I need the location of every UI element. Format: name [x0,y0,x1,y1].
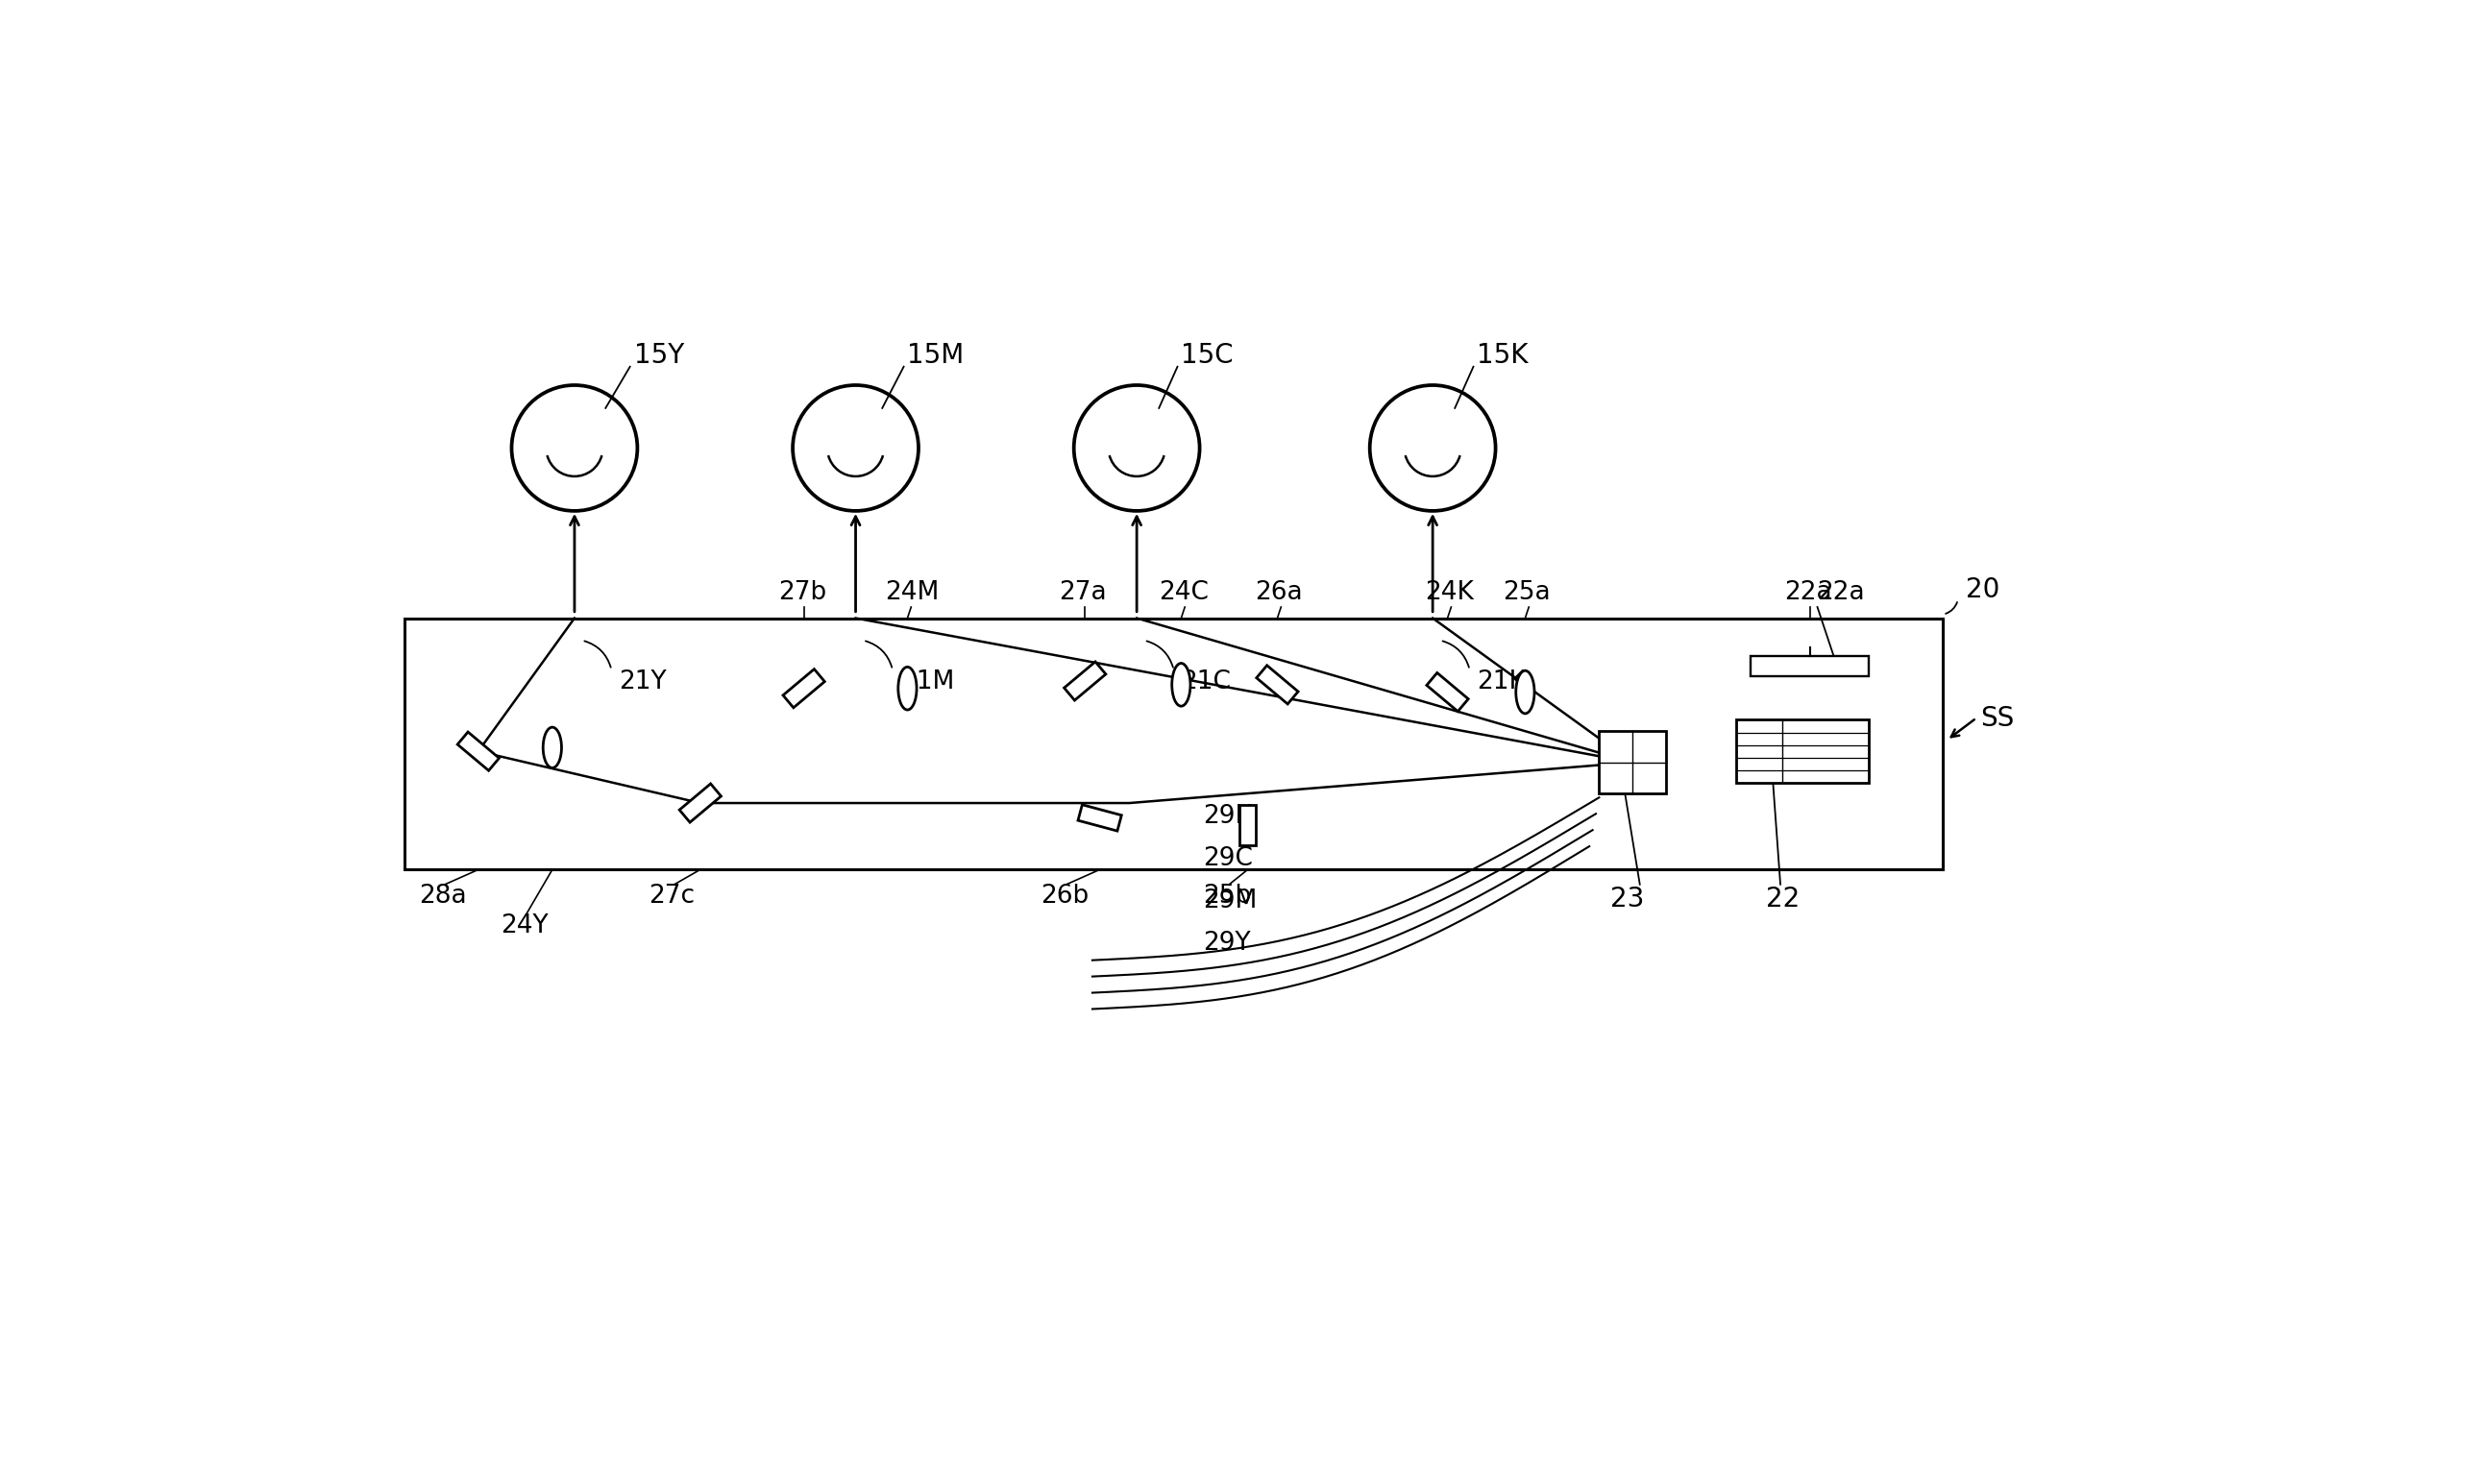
Text: 21K: 21K [1478,669,1527,695]
Text: 22a: 22a [1784,580,1831,605]
Text: 26a: 26a [1255,580,1302,605]
Text: 29M: 29M [1203,889,1257,914]
Polygon shape [1079,804,1121,831]
Text: 21Y: 21Y [619,669,666,695]
Text: 22: 22 [1765,886,1799,913]
Ellipse shape [898,666,916,709]
Ellipse shape [1171,663,1190,706]
Polygon shape [782,669,824,708]
Text: 24K: 24K [1426,580,1475,605]
Text: 21C: 21C [1181,669,1230,695]
Text: 27b: 27b [777,580,827,605]
Bar [1599,732,1666,794]
Text: 29C: 29C [1203,846,1252,871]
Text: 24C: 24C [1158,580,1208,605]
Text: 26b: 26b [1040,883,1089,908]
Polygon shape [1064,662,1106,700]
Text: SS: SS [1980,705,2015,732]
Ellipse shape [542,727,562,767]
Text: 29K: 29K [1203,804,1252,830]
Text: 21M: 21M [901,669,955,695]
Text: 27c: 27c [648,883,695,908]
Bar [403,619,1943,870]
Polygon shape [458,732,500,770]
Text: 20: 20 [1965,576,2000,604]
Text: 24Y: 24Y [500,913,547,938]
Ellipse shape [1515,671,1534,714]
Text: 27a: 27a [1059,580,1106,605]
Polygon shape [1240,804,1255,846]
Text: 15Y: 15Y [634,341,683,368]
Text: 25b: 25b [1203,883,1252,908]
Text: 15M: 15M [908,341,965,368]
Polygon shape [1257,665,1297,703]
Text: 24M: 24M [886,580,940,605]
Text: 28a: 28a [418,883,468,908]
Text: 29Y: 29Y [1203,930,1250,956]
Text: 25a: 25a [1502,580,1552,605]
Polygon shape [1426,672,1468,711]
Polygon shape [681,784,720,822]
Text: 15K: 15K [1478,341,1530,368]
Text: 22a: 22a [1817,580,1866,605]
Bar [1735,720,1869,782]
Bar [1750,656,1869,677]
Text: 15C: 15C [1181,341,1233,368]
Text: 23: 23 [1611,886,1643,913]
